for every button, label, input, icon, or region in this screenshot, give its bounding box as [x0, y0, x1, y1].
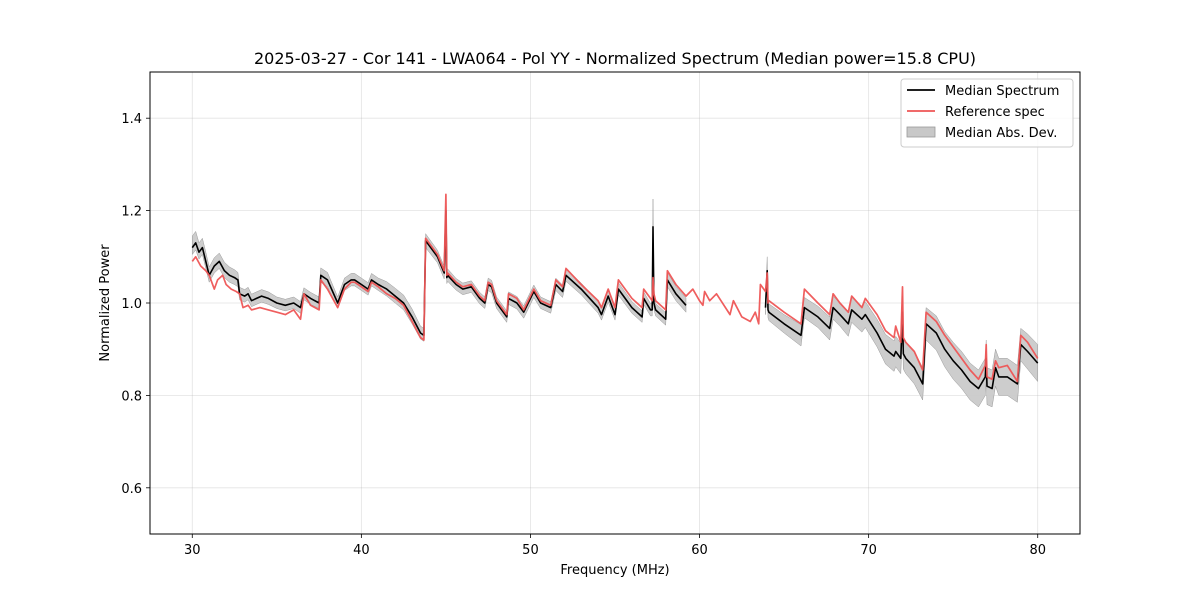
mad-band-area: [192, 198, 687, 342]
y-tick-label: 1.2: [121, 205, 142, 220]
median-spectrum-line: [764, 269, 1039, 390]
legend: Median Spectrum Reference spec Median Ab…: [900, 78, 1074, 148]
y-axis-ticks: 0.6 0.8 1.0 1.2 1.4: [121, 112, 150, 497]
legend-box: [900, 78, 1074, 148]
x-tick-label: 40: [353, 543, 370, 558]
y-tick-label: 0.6: [121, 482, 142, 497]
chart-title: 2025-03-27 - Cor 141 - LWA064 - Pol YY -…: [254, 49, 976, 68]
y-axis-label: Normalized Power: [98, 244, 113, 362]
plot-data: [191, 193, 1039, 408]
y-tick-label: 1.4: [121, 112, 142, 127]
x-axis-ticks: 30 40 50 60 70 80: [184, 534, 1046, 558]
x-tick-label: 70: [860, 543, 877, 558]
legend-label-median: Median Spectrum: [945, 84, 1059, 99]
legend-swatch-mad: [906, 126, 936, 138]
median-spectrum-line: [191, 209, 687, 337]
legend-label-reference: Reference spec: [945, 105, 1045, 120]
y-tick-label: 0.8: [121, 389, 142, 404]
reference-spectrum-line: [191, 193, 1039, 383]
x-tick-label: 50: [522, 543, 539, 558]
legend-label-mad: Median Abs. Dev.: [945, 126, 1057, 141]
x-tick-label: 80: [1029, 543, 1046, 558]
x-tick-label: 30: [184, 543, 201, 558]
series-line-layer: [191, 193, 1039, 390]
x-tick-label: 60: [691, 543, 708, 558]
x-axis-label: Frequency (MHz): [560, 563, 669, 578]
y-tick-label: 1.0: [121, 297, 142, 312]
